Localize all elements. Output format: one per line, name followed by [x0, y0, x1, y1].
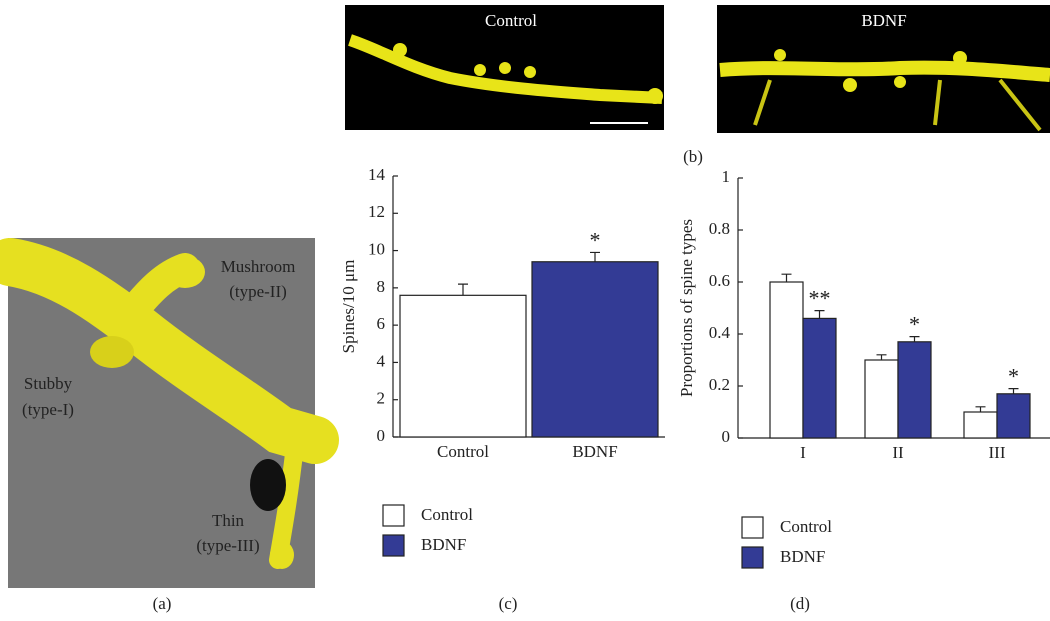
- x-tick-label: Control: [437, 442, 489, 461]
- y-axis-label: Spines/10 μm: [339, 260, 358, 354]
- annotation: Stubby: [24, 374, 73, 393]
- legend-label: Control: [780, 517, 832, 536]
- image-label: Control: [485, 11, 537, 30]
- y-tick-label: 0.2: [709, 375, 730, 394]
- y-tick-label: 0.4: [709, 323, 731, 342]
- micrograph-b-control: [345, 5, 664, 130]
- error-bar: [814, 310, 825, 319]
- legend-swatch: [741, 546, 764, 569]
- error-bar: [1008, 388, 1019, 394]
- panel-label: (d): [790, 594, 810, 613]
- panel-label: (b): [683, 147, 703, 166]
- significance: *: [590, 227, 601, 252]
- y-tick-label: 0.6: [709, 271, 730, 290]
- error-bar: [590, 251, 600, 262]
- y-tick-label: 14: [368, 165, 386, 184]
- y-tick-label: 4: [377, 351, 386, 370]
- image-label: BDNF: [861, 11, 906, 30]
- y-tick-label: 0: [377, 426, 386, 445]
- y-tick-label: 12: [368, 202, 385, 221]
- error-bar: [975, 406, 986, 412]
- legend-swatch: [741, 516, 764, 539]
- y-tick-label: 6: [377, 314, 386, 333]
- significance: *: [1008, 364, 1019, 389]
- y-tick-label: 0: [722, 427, 731, 446]
- error-bar: [876, 354, 887, 360]
- x-tick-label: II: [892, 443, 904, 462]
- bar: [399, 294, 527, 438]
- micrograph-a: [0, 238, 339, 588]
- micrograph-b-bdnf: [717, 5, 1050, 133]
- y-tick-label: 10: [368, 239, 385, 258]
- y-tick-label: 1: [722, 167, 731, 186]
- bar: [996, 393, 1031, 439]
- annotation: (type-III): [196, 536, 259, 555]
- legend-swatch: [382, 534, 405, 557]
- significance: **: [809, 286, 831, 311]
- panel-label: (a): [153, 594, 172, 613]
- bar: [864, 359, 899, 439]
- legend-label: BDNF: [421, 535, 466, 554]
- x-tick-label: III: [989, 443, 1006, 462]
- annotation: Thin: [212, 511, 245, 530]
- error-bar: [909, 336, 920, 342]
- y-tick-label: 8: [377, 277, 386, 296]
- annotation: (type-II): [229, 282, 287, 301]
- y-tick-label: 0.8: [709, 219, 730, 238]
- panel-label: (c): [499, 594, 518, 613]
- bar: [531, 261, 659, 438]
- bar: [897, 341, 932, 439]
- x-tick-label: I: [800, 443, 806, 462]
- y-tick-label: 2: [377, 389, 386, 408]
- x-tick-label: BDNF: [572, 442, 617, 461]
- legend-label: BDNF: [780, 547, 825, 566]
- legend-label: Control: [421, 505, 473, 524]
- annotation: (type-I): [22, 400, 74, 419]
- error-bar: [781, 273, 792, 282]
- bar: [769, 281, 804, 439]
- y-axis-label: Proportions of spine types: [677, 219, 696, 397]
- significance: *: [909, 312, 920, 337]
- annotation: Mushroom: [221, 257, 296, 276]
- bar: [802, 317, 837, 439]
- legend-swatch: [382, 504, 405, 527]
- error-bar: [458, 283, 468, 296]
- bar: [963, 411, 998, 439]
